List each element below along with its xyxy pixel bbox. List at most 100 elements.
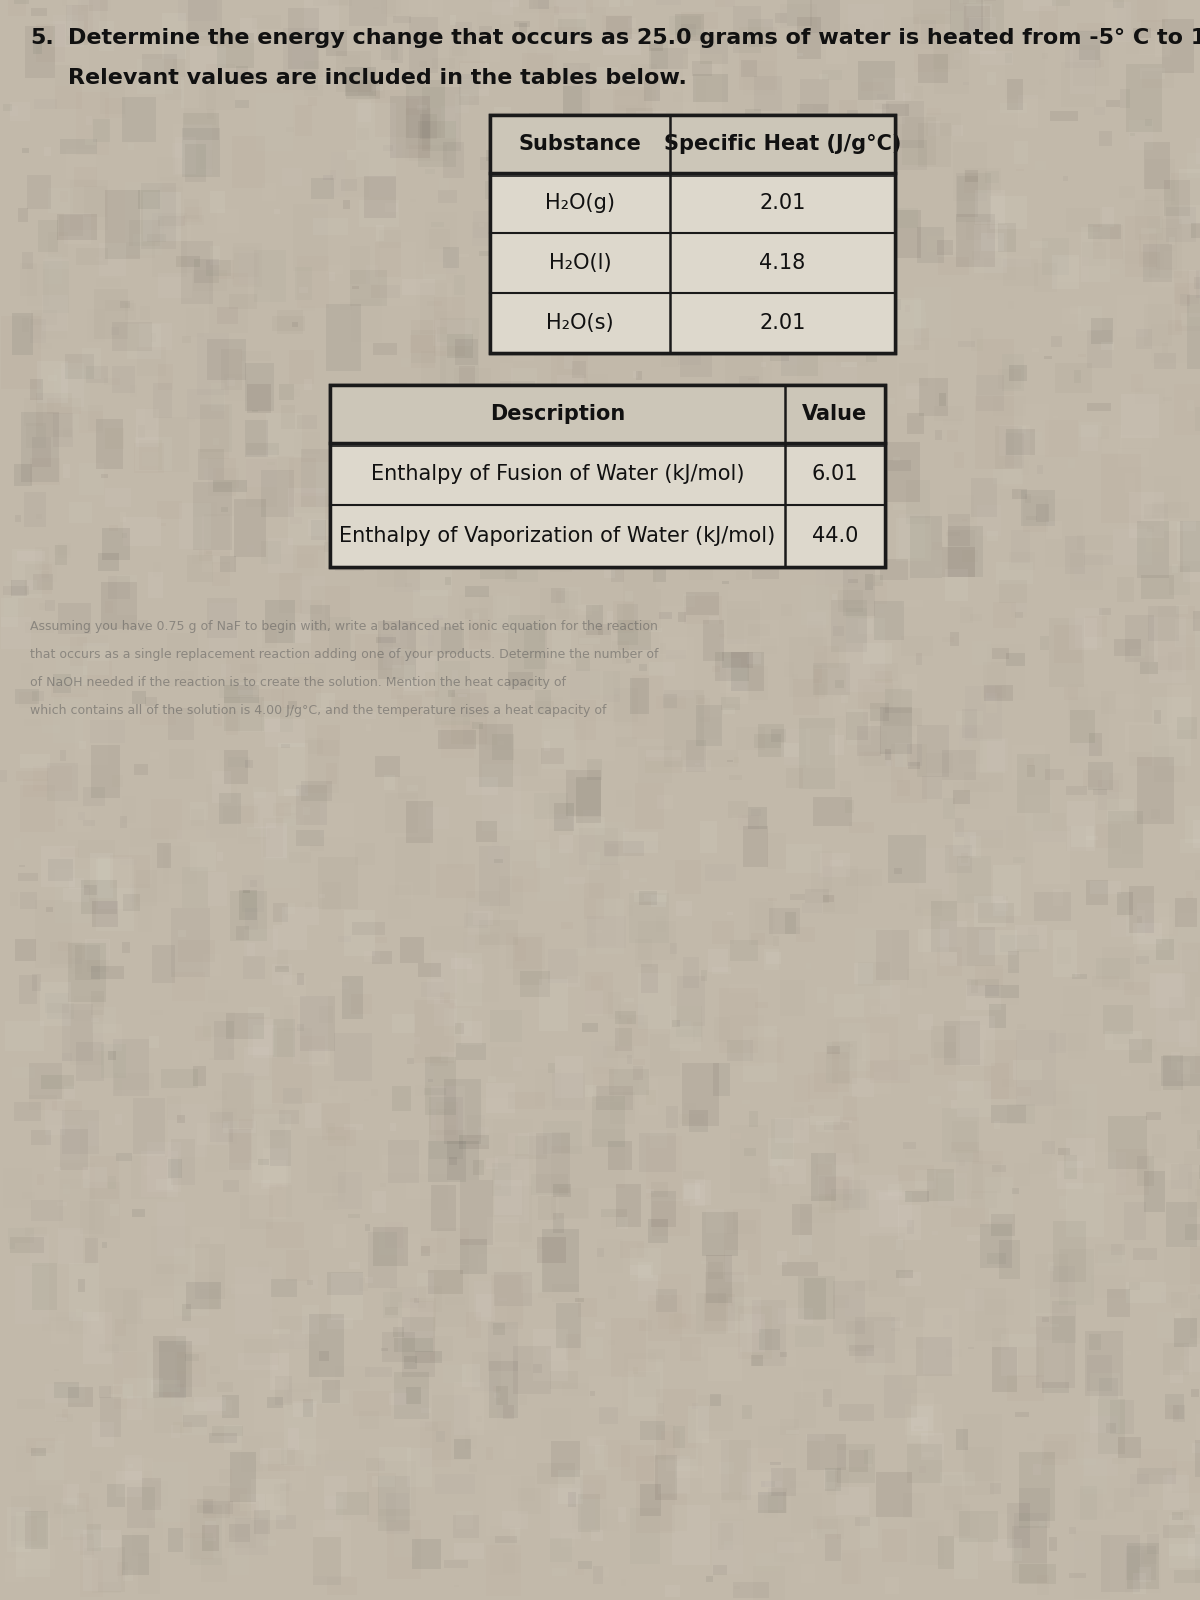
Bar — [1165, 1163, 1180, 1179]
Bar — [385, 1222, 403, 1248]
Bar — [100, 1386, 110, 1398]
Bar — [56, 646, 88, 694]
Bar — [833, 626, 845, 635]
Bar — [722, 707, 736, 714]
Bar — [886, 299, 901, 310]
Bar — [143, 192, 181, 240]
Bar — [721, 1440, 751, 1501]
Bar — [186, 309, 204, 338]
Bar — [29, 1094, 58, 1110]
Bar — [1003, 259, 1038, 286]
Bar — [182, 114, 218, 141]
Bar — [763, 949, 779, 970]
Bar — [328, 1155, 336, 1162]
Bar — [748, 624, 770, 637]
Bar — [1068, 1034, 1086, 1059]
Bar — [808, 621, 823, 646]
Bar — [390, 96, 431, 158]
Bar — [349, 0, 388, 26]
Bar — [288, 488, 325, 546]
Bar — [491, 248, 526, 302]
Bar — [778, 309, 809, 326]
Bar — [749, 378, 755, 381]
Bar — [672, 1021, 679, 1027]
Bar — [406, 99, 419, 115]
Bar — [804, 310, 817, 322]
Bar — [535, 691, 551, 714]
Bar — [970, 614, 982, 621]
Bar — [788, 274, 806, 285]
Bar — [1169, 1544, 1200, 1555]
Bar — [1164, 1525, 1195, 1538]
Bar — [505, 518, 538, 582]
Bar — [301, 462, 336, 496]
Bar — [91, 744, 120, 798]
Bar — [138, 426, 144, 438]
Bar — [696, 706, 722, 746]
Bar — [787, 198, 817, 253]
Bar — [217, 1382, 233, 1392]
Bar — [1080, 1486, 1097, 1520]
Bar — [386, 1520, 421, 1579]
Bar — [1102, 426, 1122, 453]
Bar — [433, 614, 443, 621]
Bar — [920, 10, 952, 48]
Bar — [1013, 858, 1025, 864]
Bar — [229, 294, 257, 309]
Bar — [300, 306, 316, 310]
Bar — [274, 1485, 289, 1507]
Bar — [1014, 141, 1028, 163]
Text: H₂O(s): H₂O(s) — [546, 314, 614, 333]
Bar — [296, 786, 328, 826]
Bar — [280, 384, 294, 400]
Bar — [54, 14, 84, 46]
Bar — [1009, 552, 1036, 570]
Bar — [295, 267, 312, 301]
Bar — [944, 845, 972, 874]
Bar — [526, 200, 551, 222]
Bar — [918, 1014, 932, 1030]
Bar — [902, 674, 917, 691]
Bar — [859, 1176, 899, 1235]
Bar — [985, 171, 998, 182]
Bar — [761, 638, 776, 654]
Bar — [1108, 1501, 1114, 1509]
Bar — [937, 947, 962, 976]
Bar — [1129, 133, 1135, 136]
Bar — [1172, 565, 1178, 573]
Bar — [240, 1494, 265, 1510]
Bar — [778, 1542, 804, 1554]
Bar — [608, 0, 620, 6]
Bar — [1091, 882, 1121, 894]
Bar — [101, 474, 108, 478]
Bar — [127, 1464, 133, 1469]
Bar — [391, 650, 412, 656]
Bar — [11, 106, 18, 115]
Bar — [1049, 1538, 1057, 1552]
Bar — [1090, 733, 1102, 757]
Bar — [630, 678, 649, 715]
Bar — [168, 1528, 184, 1552]
Bar — [1087, 762, 1114, 790]
Bar — [608, 1339, 616, 1346]
Bar — [1007, 1374, 1044, 1400]
Bar — [330, 386, 886, 443]
Bar — [493, 1168, 524, 1221]
Bar — [206, 750, 218, 771]
Bar — [1147, 216, 1181, 229]
Bar — [1055, 363, 1092, 392]
Bar — [1152, 810, 1160, 819]
Bar — [1117, 891, 1133, 915]
Bar — [329, 0, 348, 5]
Bar — [488, 173, 526, 214]
Bar — [826, 38, 847, 64]
Bar — [372, 952, 392, 965]
Bar — [287, 1250, 308, 1282]
Bar — [454, 1382, 484, 1435]
Bar — [965, 894, 1004, 918]
Bar — [404, 656, 438, 691]
Bar — [880, 610, 884, 613]
Bar — [294, 1333, 305, 1349]
Bar — [1170, 173, 1200, 205]
Bar — [727, 760, 733, 762]
